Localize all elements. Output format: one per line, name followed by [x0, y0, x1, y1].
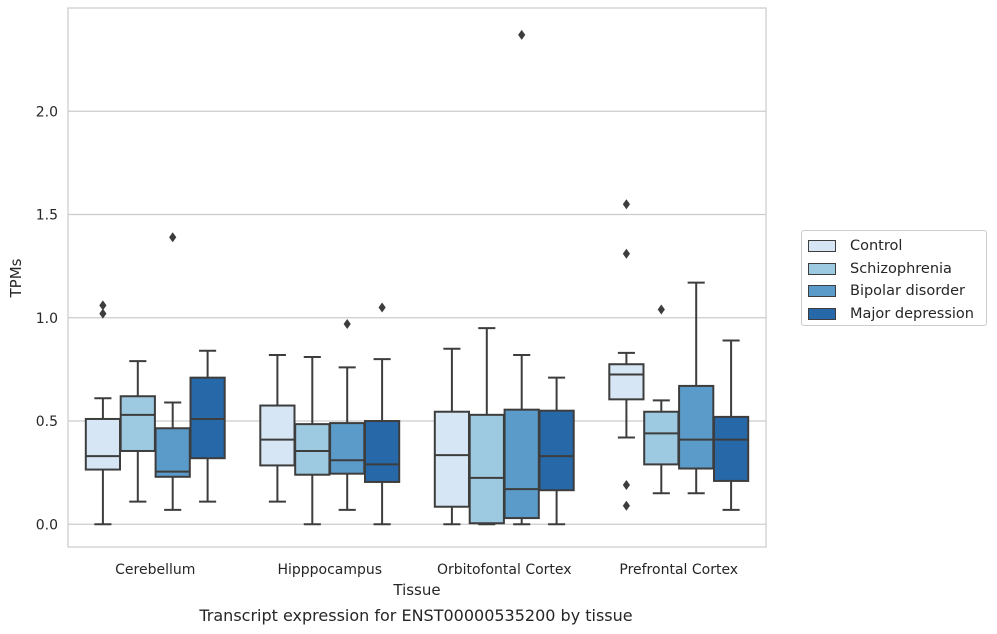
legend-item-bipolar-disorder: Bipolar disorder: [808, 280, 980, 303]
iqr-box: [329, 422, 366, 475]
outlier-point: [378, 302, 386, 313]
x-tick-labels: Cerebellum Hipppocampus Orbitofontal Corte…: [115, 562, 738, 578]
outlier-point: [622, 480, 630, 491]
legend-item-schizophrenia: Schizophrenia: [808, 258, 980, 281]
box-bipolar-disorder: [678, 281, 715, 495]
box-bipolar-disorder: [329, 318, 366, 511]
legend-swatch-schizophrenia: [808, 262, 836, 275]
y-axis-label: TPMs: [7, 258, 25, 298]
box-major-depression: [189, 349, 226, 503]
y-tick-label: 2.0: [36, 104, 58, 120]
outlier-point: [169, 232, 177, 243]
outlier-point: [657, 304, 665, 315]
x-tick-label: Hipppocampus: [277, 562, 382, 578]
iqr-box: [468, 413, 505, 525]
box-major-depression: [363, 302, 401, 526]
y-tick-label: 0.0: [36, 517, 58, 533]
box-control: [608, 199, 645, 511]
legend-label-control: Control: [850, 238, 903, 255]
legend-label-major-depression: Major depression: [850, 305, 974, 322]
x-axis-label: Tissue: [392, 581, 440, 599]
box-control: [259, 353, 296, 503]
box-schizophrenia: [119, 360, 156, 503]
iqr-box: [84, 417, 122, 471]
iqr-box: [363, 420, 401, 483]
legend-label-schizophrenia: Schizophrenia: [850, 260, 952, 277]
iqr-box: [294, 423, 331, 476]
box-major-depression: [712, 339, 750, 511]
outlier-point: [622, 199, 630, 210]
box-bipolar-disorder: [154, 232, 191, 511]
x-tick-label: Orbitofontal Cortex: [437, 562, 572, 578]
box-groups: [84, 29, 750, 526]
box-schizophrenia: [294, 356, 331, 526]
box-major-depression: [538, 376, 575, 526]
legend-item-control: Control: [808, 235, 980, 258]
box-control: [433, 347, 471, 526]
box-control: [84, 300, 122, 526]
outlier-point: [99, 300, 107, 311]
y-tick-label: 0.5: [36, 414, 58, 430]
box-schizophrenia: [468, 327, 505, 526]
iqr-box: [433, 410, 471, 508]
iqr-box: [189, 376, 226, 460]
chart-caption: Transcript expression for ENST0000053520…: [199, 606, 633, 625]
legend-swatch-major-depression: [808, 307, 836, 320]
outlier-point: [622, 248, 630, 259]
x-tick-label: Prefrontal Cortex: [619, 562, 738, 578]
x-tick-label: Cerebellum: [115, 562, 195, 578]
iqr-box: [538, 409, 575, 492]
outlier-point: [622, 500, 630, 511]
legend-swatch-bipolar-disorder: [808, 285, 836, 298]
iqr-box: [119, 395, 156, 452]
legend-label-bipolar-disorder: Bipolar disorder: [850, 283, 965, 300]
legend: Control Schizophrenia Bipolar disorder M…: [801, 230, 987, 326]
y-tick-label: 1.5: [36, 208, 58, 224]
plot-frame: [67, 7, 767, 548]
iqr-box: [259, 404, 296, 467]
iqr-box: [712, 415, 750, 482]
y-tick-label: 1.0: [36, 311, 58, 327]
y-tick-labels: 0.0 0.5 1.0 1.5 2.0: [36, 104, 58, 533]
legend-swatch-control: [808, 240, 836, 253]
iqr-box: [678, 384, 715, 470]
iqr-box: [154, 427, 191, 478]
outlier-point: [518, 29, 526, 40]
iqr-box: [643, 410, 680, 466]
outlier-point: [99, 308, 107, 319]
box-bipolar-disorder: [503, 29, 540, 526]
iqr-box: [608, 363, 645, 401]
box-schizophrenia: [643, 304, 680, 495]
outlier-point: [343, 318, 351, 329]
iqr-box: [503, 408, 540, 520]
legend-item-major-depression: Major depression: [808, 303, 980, 326]
